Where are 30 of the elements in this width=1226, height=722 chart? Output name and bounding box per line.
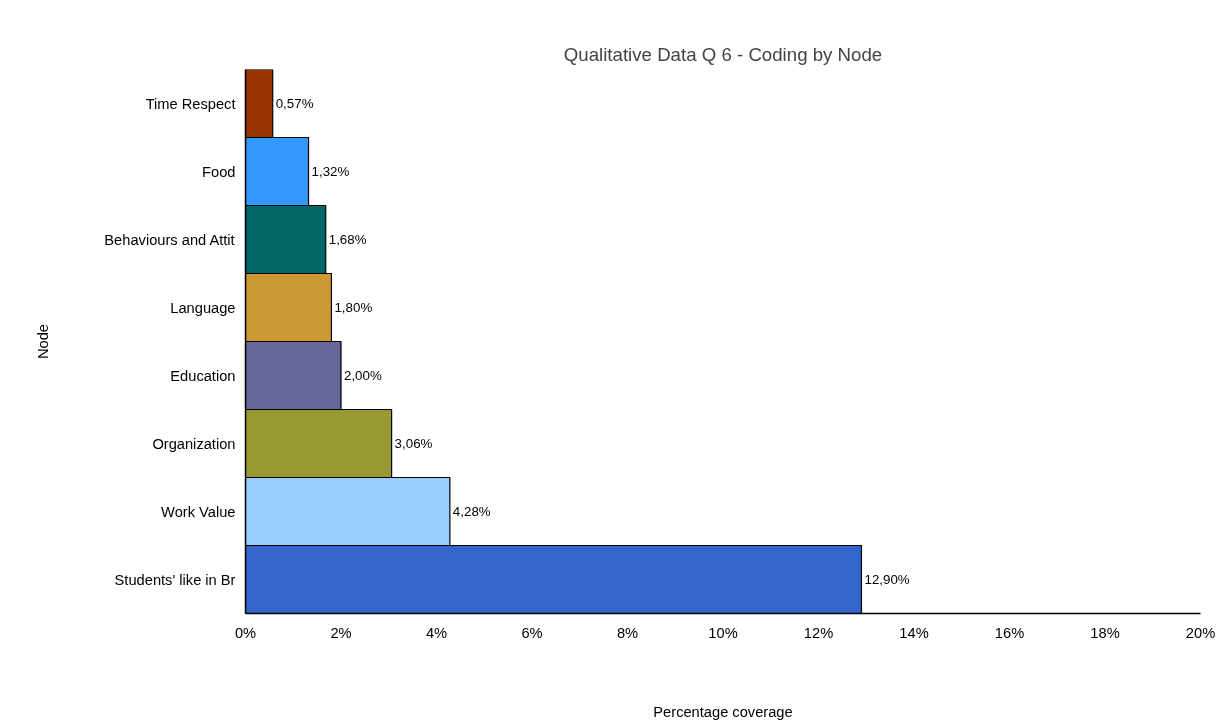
y-tick-label: Language (170, 299, 236, 316)
y-tick-label: Behaviours and Attit (104, 231, 235, 248)
data-label: 3,06% (394, 436, 433, 451)
x-tick-label: 20% (1185, 624, 1216, 641)
x-tick-label: 16% (994, 624, 1025, 641)
data-label: 2,00% (344, 368, 382, 383)
y-tick-label: Food (202, 163, 236, 180)
data-label: 0,57% (275, 96, 314, 111)
x-tick-label: 2% (330, 624, 352, 641)
x-tick-label: 4% (425, 624, 448, 641)
y-tick-label: Organization (152, 435, 236, 452)
data-label: 1,32% (311, 164, 350, 179)
x-tick-label: 0% (234, 624, 257, 641)
data-label: 1,80% (334, 300, 373, 315)
x-tick-label: 14% (899, 624, 929, 641)
x-tick-label: 12% (803, 624, 834, 641)
data-label: 1,68% (328, 232, 367, 247)
x-tick-label: 6% (521, 624, 543, 641)
x-tick-label: 8% (616, 624, 639, 641)
y-tick-label: Students' like in Br (114, 571, 236, 588)
y-axis-title: Node (35, 323, 52, 360)
y-tick-label: Education (170, 367, 236, 384)
data-label: 12,90% (864, 572, 910, 587)
x-axis-title: Percentage coverage (653, 703, 793, 720)
x-tick-label: 18% (1090, 624, 1120, 641)
data-label: 4,28% (452, 504, 491, 519)
y-tick-label: Work Value (161, 503, 236, 520)
x-tick-label: 10% (708, 624, 738, 641)
chart-title: Qualitative Data Q 6 - Coding by Node (563, 43, 883, 65)
y-tick-label: Time Respect (145, 95, 236, 112)
